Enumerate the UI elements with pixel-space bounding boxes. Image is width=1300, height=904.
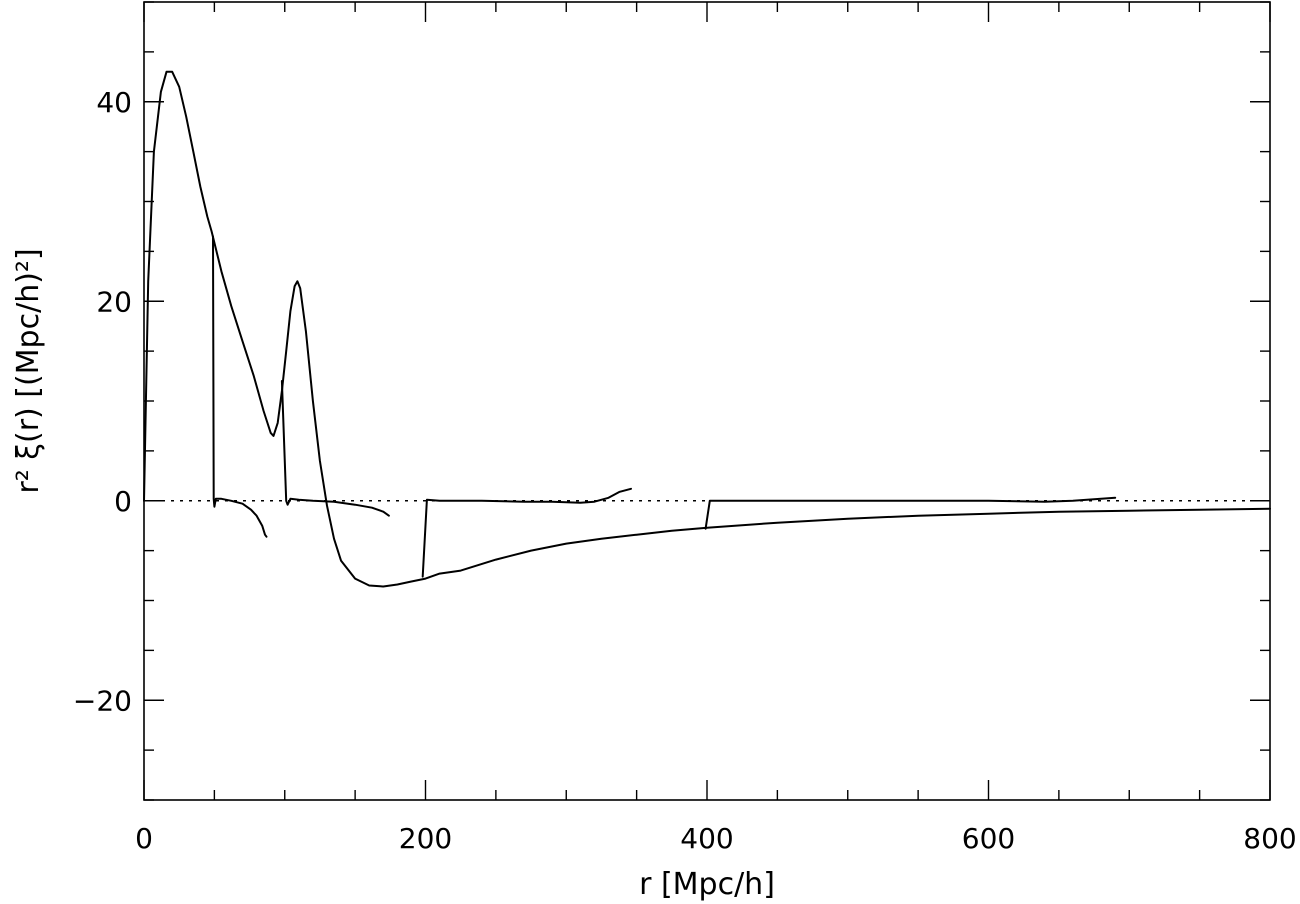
x-axis-label: r [Mpc/h]	[639, 867, 775, 902]
series-line-4	[421, 487, 632, 578]
plot-area	[143, 1, 1271, 801]
series-line-3	[280, 380, 390, 517]
ticks-layer	[143, 1, 1271, 801]
x-tick-label: 800	[1243, 822, 1296, 855]
y-tick-label: 20	[96, 285, 132, 318]
series-layer	[143, 70, 1271, 588]
x-tick-labels: 0 200 400 600 800	[135, 822, 1297, 855]
y-axis-label: r² ξ(r) [(Mpc/h)²]	[11, 248, 46, 493]
series-line-5	[704, 496, 1117, 530]
y-tick-label: 0	[114, 485, 132, 518]
y-tick-label: −20	[73, 684, 132, 717]
x-tick-label: 0	[135, 822, 153, 855]
series-line-1	[143, 70, 1271, 588]
y-tick-label: 40	[96, 86, 132, 119]
series-line-2	[212, 235, 268, 538]
x-tick-label: 400	[680, 822, 733, 855]
y-tick-labels: −20 0 20 40	[73, 86, 132, 718]
x-tick-label: 200	[399, 822, 452, 855]
x-tick-label: 600	[962, 822, 1015, 855]
